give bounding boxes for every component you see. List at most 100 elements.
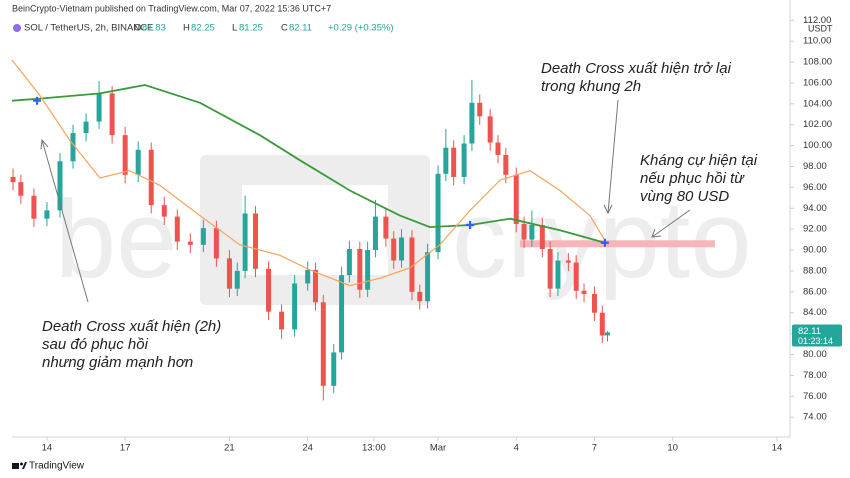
x-tick-label: 10 <box>667 443 678 454</box>
candle-body <box>96 93 102 122</box>
moving-average <box>11 84 606 244</box>
watermark-logo <box>242 185 388 275</box>
candle-body <box>503 155 509 175</box>
x-tick-label: 24 <box>302 443 313 454</box>
candle-body <box>31 195 37 219</box>
annotation: Death Cross xuất hiện (2h) <box>42 318 221 335</box>
brand: TradingView <box>29 461 85 472</box>
y-tick-label: 112.00 <box>803 15 831 26</box>
candle-body <box>226 258 232 289</box>
y-tick-label: 98.00 <box>803 161 827 172</box>
annotation: nếu phục hồi từ <box>640 170 745 187</box>
ohlc-value: 81.83 <box>142 23 166 34</box>
y-tick-label: 80.00 <box>803 349 827 360</box>
watermark-text: crypto <box>452 178 752 301</box>
candle-body <box>266 268 272 312</box>
annotation: trong khung 2h <box>541 78 641 95</box>
candle-body <box>18 182 24 196</box>
candle-body <box>70 133 76 162</box>
candle-body <box>477 102 483 117</box>
symbol-icon <box>13 24 21 32</box>
candle-body <box>242 213 248 271</box>
candle-body <box>539 224 545 249</box>
candle-body <box>83 121 89 134</box>
price-tag-value: 82.11 <box>798 326 821 337</box>
candle-body <box>331 352 337 386</box>
cross-marker <box>33 96 42 105</box>
candle-body <box>346 249 352 276</box>
candle-body <box>365 250 371 290</box>
candle-body <box>443 147 449 174</box>
candle-body <box>292 283 298 330</box>
symbol: SOL / TetherUS, 2h, BINANCE <box>24 23 153 34</box>
candle-body <box>495 142 501 155</box>
candle-body <box>135 149 141 175</box>
candle-body <box>487 116 493 143</box>
candle-body <box>320 302 326 386</box>
ohlc-value: 82.25 <box>191 23 215 34</box>
candle-body <box>383 216 389 239</box>
candle-body <box>451 147 457 177</box>
y-tick-label: 110.00 <box>803 36 831 47</box>
candle-body <box>148 149 154 206</box>
x-tick-label: 13:00 <box>362 443 386 454</box>
price-tag <box>792 324 842 347</box>
cross-marker <box>600 238 609 247</box>
candle-body <box>279 311 285 330</box>
x-tick-label: 4 <box>514 443 519 454</box>
y-tick-label: 74.00 <box>803 412 827 423</box>
candle-body <box>399 237 405 261</box>
candle-body <box>305 269 311 284</box>
y-tick-label: 90.00 <box>803 245 827 256</box>
resistance-zone <box>519 240 715 248</box>
x-tick-label: 7 <box>592 443 597 454</box>
annotation: vùng 80 USD <box>640 188 729 205</box>
currency: USDT <box>808 23 833 33</box>
x-tick-label: 21 <box>224 443 235 454</box>
ohlc-value: 81.25 <box>239 23 263 34</box>
candle-body <box>417 291 423 302</box>
y-tick-label: 108.00 <box>803 57 832 68</box>
tv-logo <box>12 462 27 469</box>
ohlc-letter: C <box>281 23 288 34</box>
candle-body <box>581 290 587 294</box>
x-tick-label: 14 <box>42 443 53 454</box>
candle-body <box>547 249 553 289</box>
candle-body <box>599 312 605 336</box>
candle-body <box>425 252 431 302</box>
candle-body <box>174 216 180 242</box>
ohlc-letter: L <box>232 23 237 34</box>
candle-body <box>253 213 259 269</box>
candle-body <box>461 143 467 177</box>
candle-body <box>372 216 378 251</box>
publisher: BeinCrypto-Vietnam published on TradingV… <box>12 3 331 13</box>
candle-body <box>469 102 475 144</box>
ohlc-letter: O <box>134 23 141 34</box>
y-tick-label: 86.00 <box>803 286 827 297</box>
candle-body <box>312 269 318 303</box>
x-tick-label: Mar <box>430 443 446 454</box>
candle-body <box>604 332 610 336</box>
candle-body <box>339 275 345 353</box>
candle-body <box>565 260 571 263</box>
price-tag-countdown: 01:23:14 <box>798 336 833 346</box>
arrow <box>651 209 691 238</box>
y-tick-label: 78.00 <box>803 370 827 381</box>
candle-body <box>573 262 579 291</box>
candle-body <box>10 176 16 183</box>
candle-body <box>213 228 219 259</box>
candle-body <box>187 241 193 245</box>
candle-body <box>555 260 561 289</box>
annotation: nhưng giảm mạnh hơn <box>42 354 193 371</box>
candle-body <box>521 223 527 240</box>
y-tick-label: 92.00 <box>803 224 827 235</box>
arrow <box>603 99 619 215</box>
cross-marker <box>466 220 475 229</box>
y-tick-label: 84.00 <box>803 307 827 318</box>
y-tick-label: 106.00 <box>803 77 832 88</box>
x-tick-label: 14 <box>772 443 783 454</box>
y-tick-label: 76.00 <box>803 391 827 402</box>
watermark-text: be <box>55 178 177 301</box>
change: +0.29 (+0.35%) <box>328 23 394 34</box>
